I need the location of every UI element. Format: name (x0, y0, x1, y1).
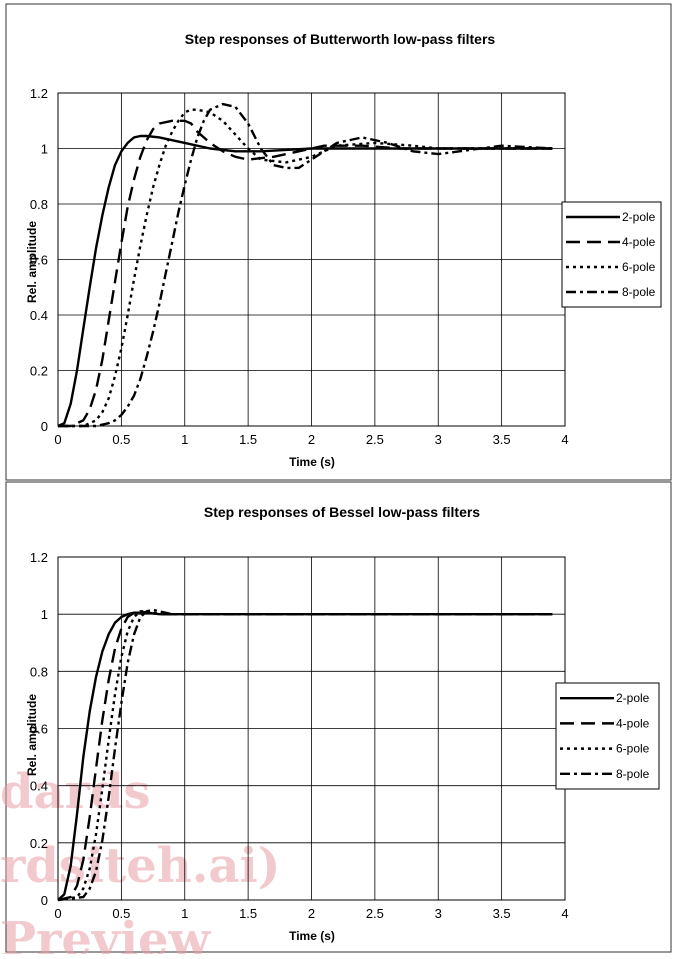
series-line-6-pole (58, 108, 553, 428)
legend-label: 6-pole (622, 260, 656, 274)
x-tick-label: 4 (561, 906, 568, 921)
gridlines (58, 93, 565, 426)
watermark-line-1: dards (0, 764, 151, 820)
x-tick-label: 3 (435, 432, 442, 447)
y-tick-label: 0.4 (30, 308, 48, 323)
legend-label: 6-pole (616, 742, 650, 756)
x-tick-label: 3 (435, 906, 442, 921)
y-tick-label: 1 (41, 142, 48, 157)
y-tick-label: 1.2 (30, 86, 48, 101)
butterworth-chart: Step responses of Butterworth low-pass f… (25, 31, 662, 469)
y-tick-label: 0.2 (30, 364, 48, 379)
x-tick-label: 1 (181, 906, 188, 921)
x-axis-label: Time (s) (289, 455, 335, 469)
y-tick-label: 1 (41, 607, 48, 622)
x-tick-label: 0.5 (112, 432, 130, 447)
legend-label: 4-pole (616, 716, 650, 730)
watermark: dards rdsiteh.ai) Preview (0, 764, 280, 959)
x-tick-label: 1.5 (239, 432, 257, 447)
x-tick-label: 2 (308, 432, 315, 447)
y-tick-label: 0.8 (30, 664, 48, 679)
legend-box (555, 682, 660, 790)
x-tick-label: 1 (181, 432, 188, 447)
x-tick-label: 2 (308, 906, 315, 921)
legend-label: 4-pole (622, 235, 656, 249)
y-tick-label: 0.4 (30, 779, 48, 794)
x-tick-label: 3.5 (493, 906, 511, 921)
legend-box (561, 201, 662, 308)
legend-label: 8-pole (616, 767, 650, 781)
y-tick-label: 1.2 (30, 550, 48, 565)
y-tick-label: 0 (41, 419, 48, 434)
y-tick-label: 0.6 (30, 722, 48, 737)
chart-title: Step responses of Bessel low-pass filter… (204, 504, 480, 520)
chart-panel-frame-bessel (5, 481, 672, 953)
tick-labels: 0 0.5 1 1.5 2 2.5 3 3.5 4 0 0.2 0.4 0.6 0.8 1 1.2 (30, 86, 569, 447)
legend-label: 8-pole (622, 285, 656, 299)
x-tick-label: 2.5 (366, 432, 384, 447)
watermark-line-3: Preview (0, 912, 212, 954)
x-tick-label: 0 (54, 906, 61, 921)
x-tick-label: 2.5 (366, 906, 384, 921)
series-line-8-pole (57, 608, 553, 902)
x-tick-label: 0.5 (112, 906, 130, 921)
x-axis-label: Time (s) (289, 929, 335, 943)
x-tick-label: 1.5 (239, 906, 257, 921)
chart-title: Step responses of Butterworth low-pass f… (185, 31, 496, 47)
watermark-line-2: rdsiteh.ai) (0, 838, 280, 894)
y-tick-label: 0.2 (30, 836, 48, 851)
series-lines (57, 102, 553, 428)
tick-labels: 0 0.5 1 1.5 2 2.5 3 3.5 4 0 0.2 0.4 0.6 0.8 1 1.2 (30, 550, 569, 921)
legend-label: 2-pole (622, 210, 656, 224)
chart-panel-frame-butterworth (5, 3, 672, 481)
x-tick-label: 0 (54, 432, 61, 447)
series-lines (57, 608, 553, 902)
series-line-8-pole (58, 102, 553, 428)
x-tick-label: 3.5 (493, 432, 511, 447)
y-tick-label: 0.8 (30, 197, 48, 212)
y-tick-label: 0.6 (30, 253, 48, 268)
x-tick-label: 4 (561, 432, 568, 447)
series-line-4-pole (58, 119, 553, 428)
bessel-chart: Step responses of Bessel low-pass filter… (25, 504, 660, 943)
legend-label: 2-pole (616, 691, 650, 705)
legend: 2-pole 4-pole 6-pole 8-pole (555, 682, 660, 790)
series-line-2-pole (57, 134, 553, 428)
legend: 2-pole 4-pole 6-pole 8-pole (561, 201, 662, 308)
y-tick-label: 0 (41, 893, 48, 908)
y-axis-label: Rel. amplitude (25, 221, 39, 303)
y-axis-label: Rel. amplitude (25, 694, 39, 776)
